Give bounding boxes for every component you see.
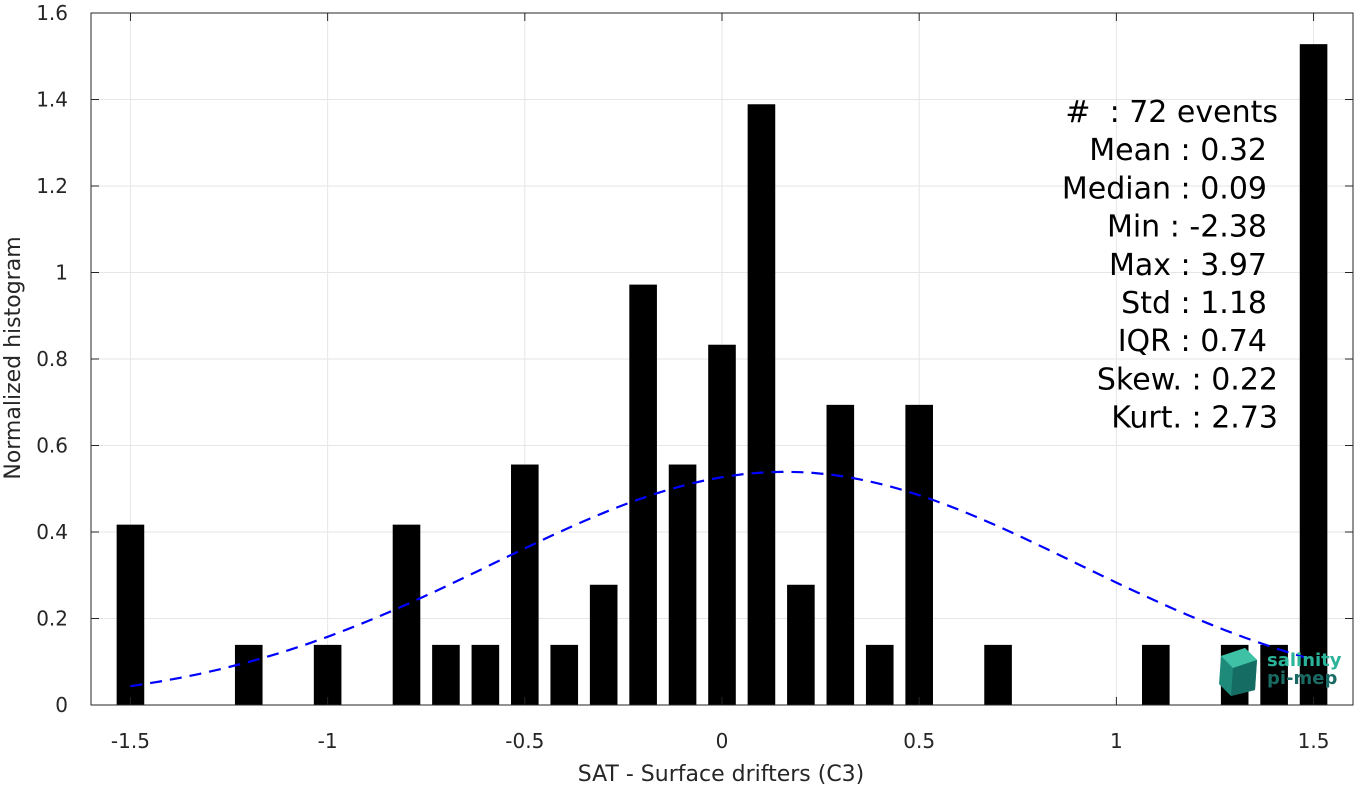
x-tick-label: -0.5 bbox=[505, 729, 544, 753]
histogram-bar bbox=[708, 344, 736, 705]
histogram-bar bbox=[668, 464, 697, 705]
histogram-bar bbox=[234, 644, 263, 705]
histogram-bar bbox=[1142, 644, 1170, 705]
histogram-bar bbox=[589, 584, 618, 705]
y-tick-label: 0 bbox=[55, 693, 68, 717]
y-tick-label: 1.2 bbox=[36, 174, 68, 198]
stats-line: Min : -2.38 bbox=[1107, 210, 1267, 245]
stats-line: Max : 3.97 bbox=[1109, 248, 1267, 283]
x-axis-label: SAT - Surface drifters (C3) bbox=[578, 762, 865, 785]
x-axis: -1.5 -1 -0.5 0 0.5 1 1.5 bbox=[111, 13, 1330, 753]
histogram-bar bbox=[471, 644, 500, 705]
stats-line: Median : 0.09 bbox=[1062, 171, 1267, 206]
histogram-bar bbox=[1260, 644, 1288, 705]
gaussian-fit-curve bbox=[130, 470, 1314, 688]
histogram-bar bbox=[432, 644, 460, 705]
y-tick-label: 0.8 bbox=[36, 347, 68, 371]
x-tick-label: -1 bbox=[318, 729, 338, 753]
y-tick-label: 0.2 bbox=[36, 607, 68, 631]
y-tick-label: 1.6 bbox=[36, 1, 68, 25]
histogram-bar bbox=[984, 644, 1012, 705]
histogram-bar bbox=[1299, 44, 1328, 705]
histogram-bar bbox=[865, 644, 894, 705]
histogram-bar bbox=[629, 284, 657, 705]
stats-line: Skew. : 0.22 bbox=[1097, 362, 1278, 397]
x-tick-label: 0.5 bbox=[903, 729, 935, 753]
x-tick-label: -1.5 bbox=[111, 729, 150, 753]
logo-text-salinity: salinity bbox=[1267, 650, 1342, 671]
histogram-bar bbox=[787, 584, 815, 705]
x-tick-label: 1 bbox=[1110, 729, 1123, 753]
stats-line: Kurt. : 2.73 bbox=[1111, 401, 1278, 436]
y-tick-label: 0.6 bbox=[36, 434, 68, 458]
salinity-pimep-logo: salinity pi-mep bbox=[1219, 648, 1342, 696]
logo-text-pimep: pi-mep bbox=[1267, 668, 1337, 689]
stats-line: IQR : 0.74 bbox=[1118, 324, 1267, 359]
histogram-bar bbox=[747, 104, 776, 705]
x-tick-label: 0 bbox=[716, 729, 729, 753]
y-tick-label: 0.4 bbox=[36, 520, 68, 544]
y-axis: 0 0.2 0.4 0.6 0.8 1 1.2 1.4 1.6 bbox=[36, 1, 1353, 717]
x-tick-label: 1.5 bbox=[1298, 729, 1330, 753]
histogram-bar bbox=[511, 464, 539, 705]
histogram-bar bbox=[313, 644, 342, 705]
stats-line: # : 72 events bbox=[1065, 95, 1278, 130]
stats-line: Mean : 0.32 bbox=[1089, 133, 1267, 168]
grid bbox=[91, 12, 1353, 706]
logo-cube-side bbox=[1231, 660, 1257, 696]
y-tick-label: 1 bbox=[55, 261, 68, 285]
histogram-bar bbox=[392, 524, 421, 705]
histogram-bar bbox=[905, 404, 933, 705]
y-tick-label: 1.4 bbox=[36, 88, 68, 112]
stats-line: Std : 1.18 bbox=[1121, 286, 1267, 321]
histogram-bar bbox=[826, 404, 855, 705]
histogram-bar bbox=[116, 524, 145, 705]
histogram-bar bbox=[550, 644, 579, 705]
y-axis-label: Normalized histogram bbox=[1, 236, 26, 479]
